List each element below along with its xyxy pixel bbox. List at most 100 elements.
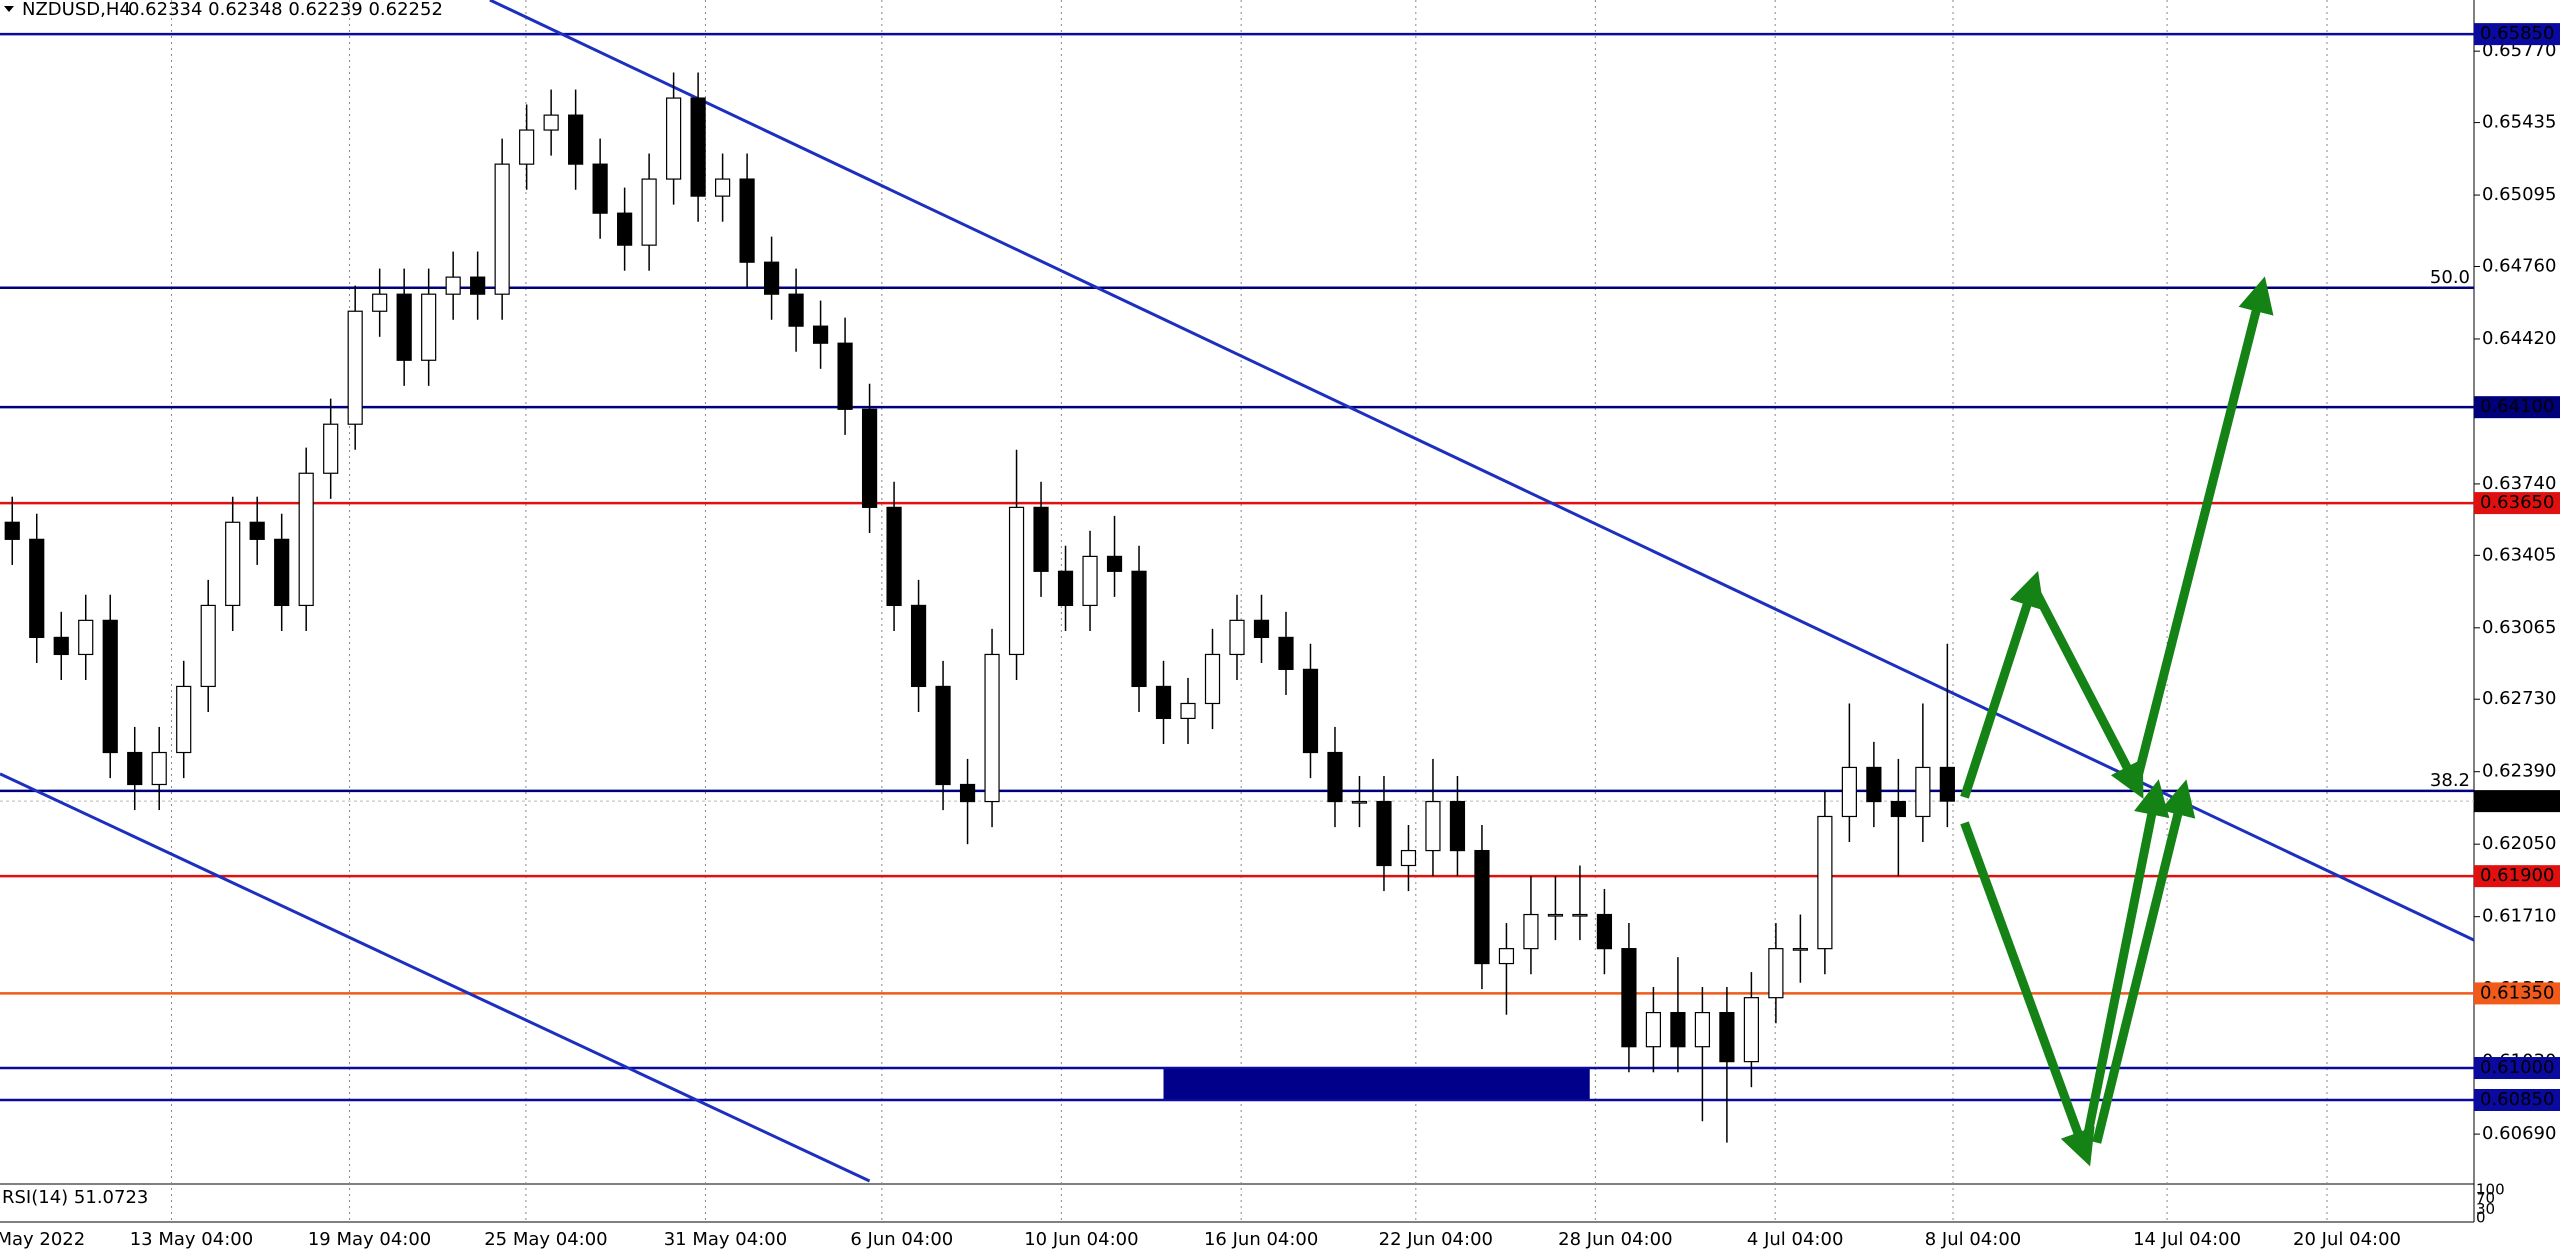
x-tick-label: 20 Jul 04:00 [2293, 1229, 2401, 1250]
price-box-label: 0.63650 [2480, 492, 2554, 513]
candle-body [690, 97, 706, 197]
projection-arrow [1960, 570, 2045, 799]
candle-body [445, 276, 461, 295]
candle-body [1106, 555, 1123, 572]
candle-body [1351, 800, 1368, 804]
price-box-label: 0.61000 [2480, 1057, 2554, 1078]
candle-body [1866, 766, 1882, 803]
x-tick-label: 4 Jul 04:00 [1747, 1229, 1844, 1250]
rsi-tick-label: 30 [2476, 1200, 2495, 1218]
y-tick-label: 0.65770 [2482, 40, 2556, 61]
candle-body [617, 212, 633, 246]
candle-body [1743, 997, 1759, 1063]
candle-body [1082, 555, 1098, 607]
candle-body [53, 636, 69, 656]
candle-body [298, 472, 314, 607]
x-tick-label: 25 May 04:00 [484, 1229, 607, 1250]
zone [1163, 1068, 1590, 1100]
candle-body [1057, 570, 1074, 607]
y-tick-label: 0.62050 [2482, 833, 2556, 854]
price-box-label: 0.61350 [2480, 982, 2554, 1003]
candle-body [519, 129, 535, 165]
y-tick-label: 0.61710 [2482, 906, 2556, 927]
candle-body [1890, 800, 1906, 818]
candle-body [1425, 800, 1441, 852]
candle-body [1204, 653, 1221, 705]
candle-body [1547, 913, 1564, 917]
candle-body [1376, 800, 1392, 867]
price-box [2474, 1057, 2560, 1080]
candle-body [127, 751, 143, 786]
candle-body [1694, 1011, 1711, 1048]
rsi-tick-label: 0 [2476, 1209, 2486, 1227]
price-box [2474, 396, 2560, 419]
symbol: NZDUSD,H4 [22, 0, 131, 20]
candle-body [666, 97, 682, 180]
candle-body [225, 521, 241, 607]
x-tick-label: 19 May 04:00 [308, 1229, 431, 1250]
candle-body [1008, 506, 1025, 656]
x-tick-label: 14 Jul 04:00 [2133, 1229, 2241, 1250]
x-tick-label: 8 Jul 04:00 [1925, 1229, 2022, 1250]
candle-body [1180, 702, 1196, 720]
candle-body [788, 293, 804, 327]
candle-body [1253, 619, 1270, 638]
price-box-label: 0.61900 [2480, 865, 2554, 886]
candle-body [1621, 948, 1637, 1048]
candle-body [29, 538, 45, 638]
candle-body [1645, 1011, 1662, 1048]
candle-body [176, 685, 192, 754]
candle-body [396, 293, 412, 361]
candle-body [1474, 849, 1490, 965]
candle-body [1278, 636, 1294, 670]
candle-body [641, 178, 657, 246]
candle-body [935, 685, 951, 786]
candle-body [1792, 948, 1808, 951]
ohlc: 0.62334 0.62348 0.62239 0.62252 [128, 0, 443, 20]
candle-body [1131, 570, 1147, 688]
candle-body [1400, 849, 1417, 867]
candle-body [1939, 766, 1955, 802]
price-box [2474, 982, 2560, 1005]
projection-arrow [2080, 779, 2170, 1153]
candle-body [1449, 800, 1466, 852]
candle-body [4, 521, 20, 540]
candle-body [1768, 948, 1784, 999]
rsi-title: RSI(14) 51.0723 [2, 1187, 148, 1208]
candle-body [763, 261, 780, 295]
candle-body [249, 521, 265, 540]
candle-body [102, 619, 118, 754]
candle-body [151, 751, 167, 786]
candle-body [959, 783, 976, 803]
y-tick-label: 0.64760 [2482, 255, 2556, 276]
y-tick-label: 0.63065 [2482, 617, 2556, 638]
fib-label: 50.0 [2430, 267, 2470, 288]
y-tick-label: 0.60690 [2482, 1123, 2556, 1144]
trendline [0, 772, 871, 1183]
x-tick-label: 31 May 04:00 [664, 1229, 787, 1250]
price-box [2474, 865, 2560, 888]
candle-body [861, 408, 878, 508]
candle-body [1523, 913, 1539, 950]
candle-body [812, 325, 829, 344]
candle-body [1915, 766, 1931, 818]
projection-arrow [2131, 276, 2274, 786]
candle-body [1670, 1011, 1686, 1048]
candle-body [421, 293, 437, 361]
candle-body [1327, 751, 1343, 803]
x-tick-label: 22 Jun 04:00 [1379, 1229, 1493, 1250]
y-tick-label: 0.65435 [2482, 112, 2556, 133]
candle-body [1719, 1011, 1735, 1063]
projection-arrow [1960, 821, 2095, 1167]
x-tick-label: 13 May 04:00 [130, 1229, 253, 1250]
menu-triangle[interactable] [4, 6, 14, 12]
candle-body [837, 342, 853, 410]
price-box [2474, 23, 2560, 46]
candle-body [200, 604, 216, 688]
candle-body [78, 619, 94, 656]
candle-body [1596, 913, 1613, 950]
candle-body [323, 423, 339, 474]
current-price-label: 0.62252 [2480, 790, 2554, 811]
x-tick-label: 16 Jun 04:00 [1204, 1229, 1318, 1250]
